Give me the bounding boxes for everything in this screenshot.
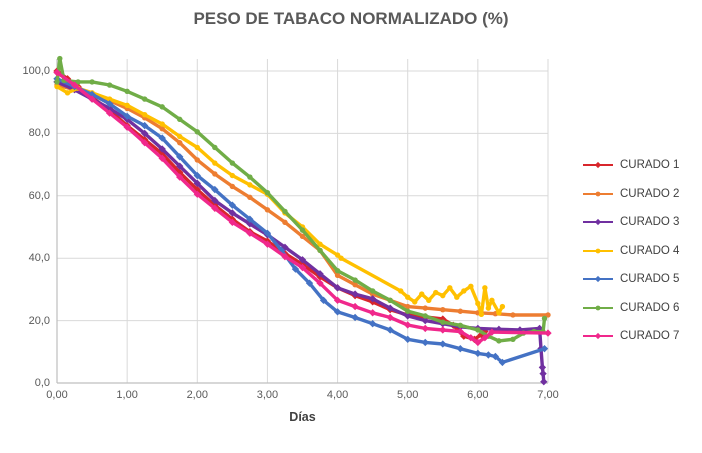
- legend-item-curado-2: CURADO 2: [583, 180, 679, 209]
- x-tick-label: 7,00: [537, 389, 559, 401]
- legend-swatch-icon: [583, 333, 613, 340]
- legend-label: CURADO 3: [620, 216, 680, 229]
- legend-swatch-icon: [583, 162, 613, 169]
- x-tick-label: 2,00: [186, 389, 208, 401]
- y-tick-label: 60,0: [28, 189, 50, 202]
- x-tick-label: 5,00: [396, 389, 419, 401]
- x-tick-label: 0,00: [46, 389, 68, 401]
- legend-label: CURADO 1: [620, 159, 680, 172]
- x-tick-label: 3,00: [256, 389, 279, 401]
- legend-item-curado-1: CURADO 1: [583, 151, 679, 180]
- legend-label: CURADO 6: [620, 301, 680, 314]
- series-curado-4: [54, 83, 506, 318]
- x-axis-title: Días: [289, 410, 316, 424]
- legend-swatch-icon: [583, 219, 613, 226]
- legend-swatch-icon: [583, 276, 613, 283]
- legend-item-curado-3: CURADO 3: [583, 208, 679, 237]
- legend-item-curado-5: CURADO 5: [583, 265, 679, 294]
- x-tick-label: 1,00: [116, 389, 138, 401]
- legend-item-curado-6: CURADO 6: [583, 294, 679, 323]
- y-tick-label: 0,0: [34, 377, 50, 389]
- series-curado-5: [53, 75, 549, 367]
- y-tick-label: 20,0: [28, 314, 50, 327]
- legend-label: CURADO 2: [620, 187, 680, 200]
- legend-label: CURADO 7: [620, 330, 680, 343]
- x-tick-label: 6,00: [467, 389, 489, 401]
- legend-label: CURADO 4: [620, 244, 680, 257]
- series-curado-6: [54, 55, 548, 344]
- legend-swatch-icon: [583, 305, 613, 311]
- x-tick-label: 4,00: [326, 389, 349, 401]
- legend-swatch-icon: [583, 191, 613, 197]
- legend-item-curado-7: CURADO 7: [583, 322, 679, 351]
- chart-title: PESO DE TABACO NORMALIZADO (%): [193, 9, 509, 28]
- y-tick-label: 100,0: [22, 65, 50, 77]
- chart-legend: CURADO 1 CURADO 2 CURADO 3 CURADO 4 CURADO 5…: [583, 151, 679, 351]
- legend-item-curado-4: CURADO 4: [583, 237, 679, 266]
- legend-swatch-icon: [583, 248, 613, 254]
- y-tick-label: 80,0: [28, 127, 50, 140]
- legend-label: CURADO 5: [620, 273, 680, 286]
- y-tick-label: 40,0: [28, 252, 50, 265]
